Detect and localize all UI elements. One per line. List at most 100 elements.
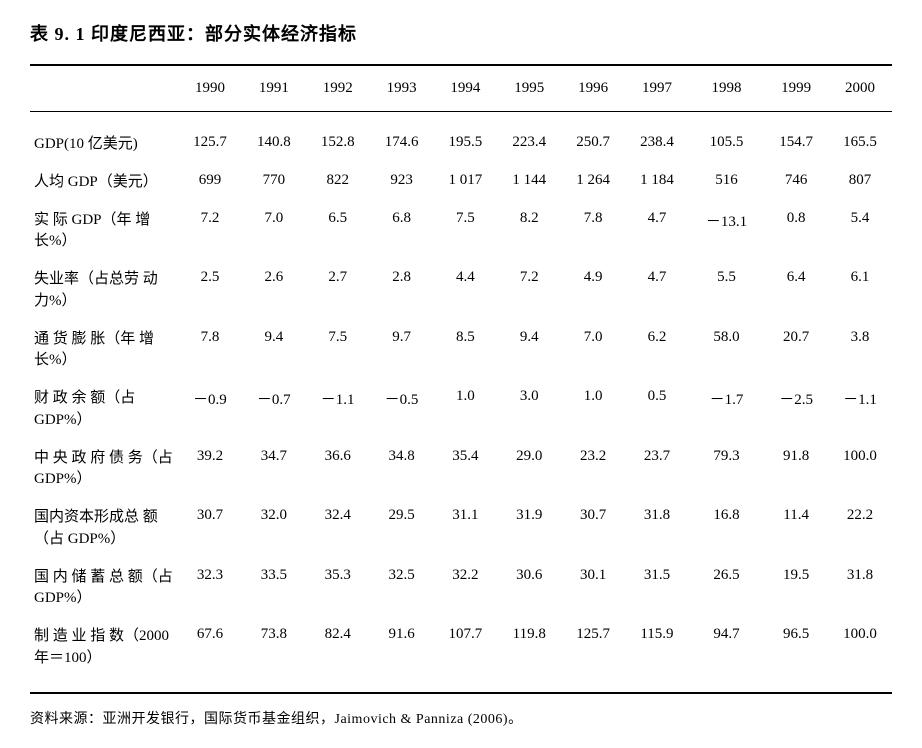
cell: 100.0 [828, 440, 892, 500]
col-header-1991: 1991 [242, 66, 306, 112]
header-row: 1990 1991 1992 1993 1994 1995 1996 1997 … [30, 66, 892, 112]
cell: 32.3 [178, 559, 242, 619]
cell: －1.1 [828, 380, 892, 440]
cell: 4.4 [434, 261, 498, 321]
cell: 36.6 [306, 440, 370, 500]
cell: －0.5 [370, 380, 434, 440]
table-row: 失业率（占总劳 动力%） 2.5 2.6 2.7 2.8 4.4 7.2 4.9… [30, 261, 892, 321]
table-wrapper: 1990 1991 1992 1993 1994 1995 1996 1997 … [30, 64, 892, 694]
cell: －0.7 [242, 380, 306, 440]
cell: －1.1 [306, 380, 370, 440]
cell: 699 [178, 164, 242, 202]
cell: 22.2 [828, 499, 892, 559]
cell: 26.5 [689, 559, 764, 619]
table-row: 通 货 膨 胀（年 增长%） 7.8 9.4 7.5 9.7 8.5 9.4 7… [30, 321, 892, 381]
cell: 2.6 [242, 261, 306, 321]
cell: 5.5 [689, 261, 764, 321]
cell: 1.0 [561, 380, 625, 440]
cell: 32.2 [434, 559, 498, 619]
cell: 23.2 [561, 440, 625, 500]
cell: 2.8 [370, 261, 434, 321]
row-label: 通 货 膨 胀（年 增长%） [30, 321, 178, 381]
cell: 34.8 [370, 440, 434, 500]
row-label: 财 政 余 额（占 GDP%） [30, 380, 178, 440]
cell: 100.0 [828, 618, 892, 692]
cell: 1 144 [497, 164, 561, 202]
cell: 770 [242, 164, 306, 202]
cell: 6.8 [370, 202, 434, 262]
cell: 31.1 [434, 499, 498, 559]
cell: 7.2 [497, 261, 561, 321]
table-title: 表 9. 1 印度尼西亚：部分实体经济指标 [30, 20, 892, 46]
cell: 39.2 [178, 440, 242, 500]
cell: 11.4 [764, 499, 828, 559]
cell: 822 [306, 164, 370, 202]
cell: 29.5 [370, 499, 434, 559]
col-header-label [30, 66, 178, 112]
col-header-1994: 1994 [434, 66, 498, 112]
economic-table: 1990 1991 1992 1993 1994 1995 1996 1997 … [30, 66, 892, 692]
cell: 20.7 [764, 321, 828, 381]
source-footnote: 资料来源：亚洲开发银行，国际货币基金组织，Jaimovich & Panniza… [30, 708, 892, 728]
cell: 0.5 [625, 380, 689, 440]
cell: 165.5 [828, 112, 892, 164]
col-header-1998: 1998 [689, 66, 764, 112]
col-header-1997: 1997 [625, 66, 689, 112]
cell: 32.0 [242, 499, 306, 559]
cell: 6.2 [625, 321, 689, 381]
cell: 7.0 [242, 202, 306, 262]
cell: 174.6 [370, 112, 434, 164]
cell: 82.4 [306, 618, 370, 692]
cell: 31.9 [497, 499, 561, 559]
table-row: 国内资本形成总 额（占 GDP%） 30.7 32.0 32.4 29.5 31… [30, 499, 892, 559]
cell: 152.8 [306, 112, 370, 164]
cell: 16.8 [689, 499, 764, 559]
cell: 73.8 [242, 618, 306, 692]
cell: 4.7 [625, 202, 689, 262]
table-row: GDP(10 亿美元) 125.7 140.8 152.8 174.6 195.… [30, 112, 892, 164]
cell: 8.5 [434, 321, 498, 381]
cell: 807 [828, 164, 892, 202]
table-row: 制 造 业 指 数（2000 年＝100） 67.6 73.8 82.4 91.… [30, 618, 892, 692]
col-header-2000: 2000 [828, 66, 892, 112]
cell: 4.9 [561, 261, 625, 321]
cell: 107.7 [434, 618, 498, 692]
cell: 105.5 [689, 112, 764, 164]
cell: 58.0 [689, 321, 764, 381]
cell: 91.8 [764, 440, 828, 500]
row-label: 制 造 业 指 数（2000 年＝100） [30, 618, 178, 692]
cell: 154.7 [764, 112, 828, 164]
col-header-1990: 1990 [178, 66, 242, 112]
cell: 33.5 [242, 559, 306, 619]
cell: 29.0 [497, 440, 561, 500]
cell: 923 [370, 164, 434, 202]
col-header-1996: 1996 [561, 66, 625, 112]
cell: 125.7 [178, 112, 242, 164]
col-header-1995: 1995 [497, 66, 561, 112]
cell: 31.5 [625, 559, 689, 619]
cell: 9.4 [242, 321, 306, 381]
cell: 30.7 [178, 499, 242, 559]
row-label: 国内资本形成总 额（占 GDP%） [30, 499, 178, 559]
cell: 119.8 [497, 618, 561, 692]
cell: 19.5 [764, 559, 828, 619]
cell: 3.8 [828, 321, 892, 381]
cell: 195.5 [434, 112, 498, 164]
row-label: 国 内 储 蓄 总 额（占 GDP%） [30, 559, 178, 619]
cell: 67.6 [178, 618, 242, 692]
col-header-1993: 1993 [370, 66, 434, 112]
cell: 0.8 [764, 202, 828, 262]
cell: －0.9 [178, 380, 242, 440]
table-row: 中 央 政 府 债 务（占 GDP%） 39.2 34.7 36.6 34.8 … [30, 440, 892, 500]
cell: 34.7 [242, 440, 306, 500]
cell: 1 017 [434, 164, 498, 202]
col-header-1999: 1999 [764, 66, 828, 112]
col-header-1992: 1992 [306, 66, 370, 112]
cell: 7.2 [178, 202, 242, 262]
cell: 6.1 [828, 261, 892, 321]
cell: 91.6 [370, 618, 434, 692]
cell: 8.2 [497, 202, 561, 262]
cell: 7.5 [434, 202, 498, 262]
cell: 30.7 [561, 499, 625, 559]
cell: 94.7 [689, 618, 764, 692]
